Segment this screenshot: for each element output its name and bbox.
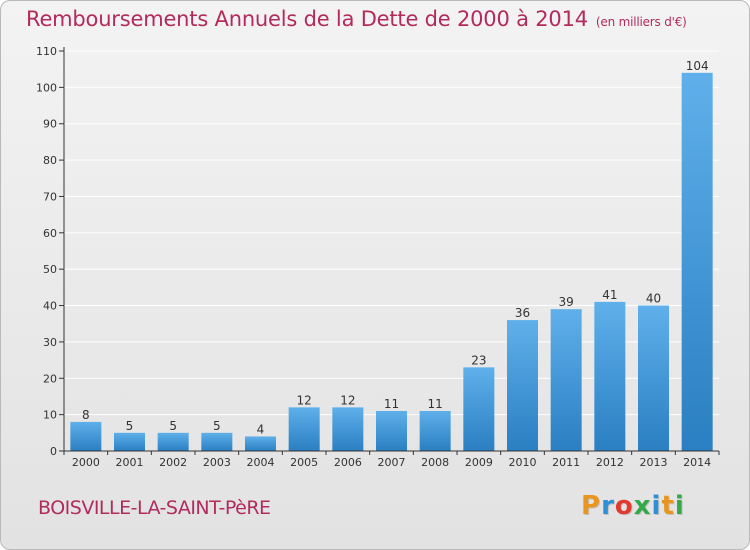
- x-tick-label-2001: 2001: [116, 456, 144, 469]
- bar-2006: [332, 407, 364, 451]
- data-label-2000: 8: [82, 408, 90, 422]
- data-label-2013: 40: [646, 292, 661, 306]
- y-tick-label: 10: [43, 409, 57, 422]
- chart-title-text: Remboursements Annuels de la Dette de 20…: [26, 7, 588, 31]
- bar-2005: [288, 407, 320, 451]
- logo-letter: P: [581, 491, 602, 521]
- logo-letter: t: [661, 491, 675, 521]
- data-label-2007: 11: [384, 397, 399, 411]
- data-label-2002: 5: [169, 419, 177, 433]
- y-tick-label: 110: [36, 45, 57, 58]
- data-label-2004: 4: [257, 422, 265, 436]
- y-tick-label: 20: [43, 372, 57, 385]
- x-tick-label-2004: 2004: [247, 456, 275, 469]
- bar-2002: [157, 432, 189, 451]
- x-tick-label-2009: 2009: [465, 456, 493, 469]
- y-tick-label: 60: [43, 227, 57, 240]
- bar-2004: [245, 436, 276, 451]
- y-tick-label: 40: [43, 300, 57, 313]
- y-tick-label: 30: [43, 336, 57, 349]
- x-tick-label-2000: 2000: [72, 456, 100, 469]
- bar-2009: [463, 367, 495, 451]
- logo-letter: x: [633, 491, 652, 521]
- y-tick-label: 70: [43, 190, 57, 203]
- y-tick-label: 80: [43, 154, 57, 167]
- bar-2012: [594, 301, 626, 451]
- x-tick-label-2014: 2014: [683, 456, 711, 469]
- data-label-2006: 12: [340, 393, 355, 407]
- logo-letter: i: [651, 491, 662, 521]
- bar-2001: [114, 432, 145, 451]
- logo-letter: i: [674, 491, 685, 521]
- x-tick-label-2002: 2002: [159, 456, 187, 469]
- data-label-2008: 11: [428, 397, 443, 411]
- x-tick-label-2010: 2010: [509, 456, 537, 469]
- bar-2014: [681, 72, 713, 452]
- x-tick-label-2008: 2008: [421, 456, 449, 469]
- bar-2008: [419, 411, 451, 451]
- bar-2013: [638, 305, 669, 451]
- data-label-2014: 104: [686, 59, 709, 73]
- data-label-2012: 41: [602, 288, 617, 302]
- bar-2011: [550, 309, 582, 451]
- x-tick-label-2012: 2012: [596, 456, 624, 469]
- x-tick-label-2011: 2011: [552, 456, 580, 469]
- data-label-2005: 12: [297, 393, 312, 407]
- x-tick-label-2005: 2005: [290, 456, 318, 469]
- x-tick-label-2006: 2006: [334, 456, 362, 469]
- proxiti-logo: Proxiti: [581, 491, 685, 521]
- data-label-2011: 39: [559, 295, 574, 309]
- bar-2003: [201, 432, 233, 451]
- bar-2000: [70, 421, 102, 451]
- x-tick-label-2003: 2003: [203, 456, 231, 469]
- y-tick-label: 0: [50, 445, 57, 458]
- y-tick-label: 90: [43, 118, 57, 131]
- y-tick-label: 50: [43, 263, 57, 276]
- logo-letter: r: [601, 491, 615, 521]
- chart-subtitle: (en milliers d'€): [595, 15, 687, 29]
- chart-title: Remboursements Annuels de la Dette de 20…: [26, 7, 687, 31]
- bar-2007: [376, 411, 407, 451]
- data-label-2003: 5: [213, 419, 221, 433]
- data-label-2010: 36: [515, 306, 530, 320]
- bar-2010: [507, 320, 538, 451]
- data-label-2001: 5: [126, 419, 134, 433]
- logo-letter: o: [614, 491, 634, 521]
- x-tick-label-2013: 2013: [640, 456, 668, 469]
- y-tick-label: 100: [36, 81, 57, 94]
- x-tick-label-2007: 2007: [378, 456, 406, 469]
- bars: 8 5 5 5 4 12 12 11 11 23 36 39 41 40 104: [70, 59, 713, 452]
- commune-name: BOISVILLE-LA-SAINT-PèRE: [38, 497, 271, 519]
- data-label-2009: 23: [471, 353, 486, 367]
- axes: 0 10 20 30 40 50 60 70 80 90 100 110 2000 2001 2002 200…: [36, 45, 720, 469]
